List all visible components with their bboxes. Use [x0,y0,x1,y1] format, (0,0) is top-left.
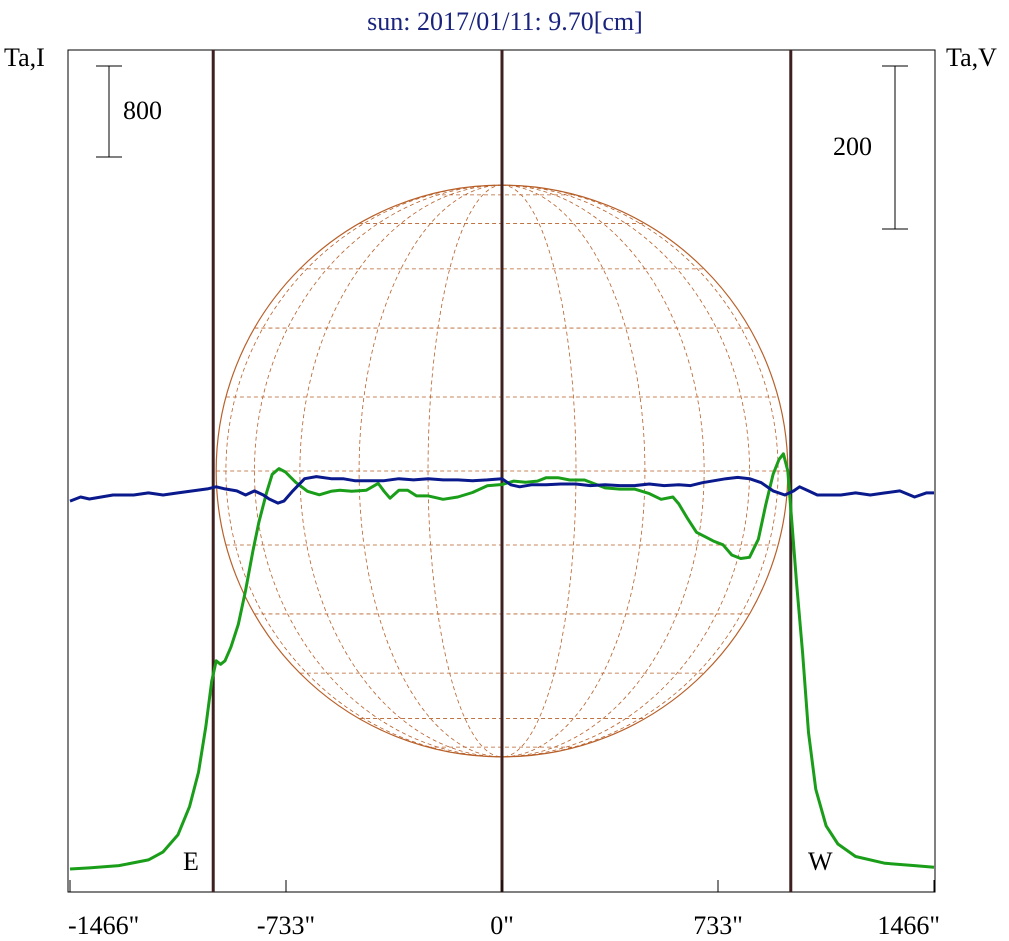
left-axis-label: Ta,I [4,43,45,72]
right-scale-label: 200 [833,132,872,161]
x-tick-label: -733" [257,911,315,940]
x-tick-label: 1466" [877,911,940,940]
east-limb-label: E [183,847,199,876]
x-tick-label: 733" [693,911,743,940]
limb-markers [211,50,793,892]
x-tick-label: 0" [490,911,514,940]
meridian-line [501,184,750,758]
x-axis-ticks: -1466" -733" 0" 733" 1466" [68,880,940,940]
meridian-line [501,184,577,758]
polarization-series-line [69,475,934,505]
meridian-line [501,184,705,758]
chart-title: sun: 2017/01/11: 9.70[cm] [367,7,643,36]
meridian-line [299,184,503,758]
left-scale-bar [96,65,122,158]
meridian-line [427,184,503,758]
right-axis-label: Ta,V [946,43,997,72]
x-tick-label: -1466" [68,911,139,940]
left-scale-label: 800 [123,96,162,125]
right-scale-bar [882,65,908,230]
intensity-series-line [69,452,935,871]
west-limb-label: W [808,847,833,876]
meridian-line [254,184,503,758]
